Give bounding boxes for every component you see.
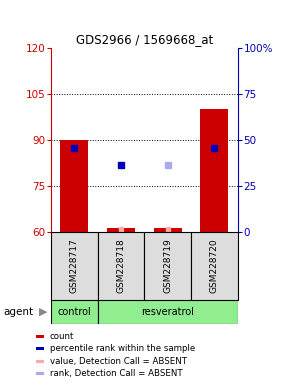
Bar [144,232,191,300]
Text: rank, Detection Call = ABSENT: rank, Detection Call = ABSENT [50,369,182,378]
Bar [51,232,97,300]
Bar [97,232,144,300]
Text: count: count [50,332,74,341]
Text: GSM228720: GSM228720 [210,238,219,293]
Text: GSM228717: GSM228717 [70,238,79,293]
Bar [36,372,44,376]
Bar [36,348,44,351]
Bar [200,109,229,232]
Bar [154,228,182,232]
Bar [107,228,135,232]
Bar [51,300,97,324]
Text: GDS2966 / 1569668_at: GDS2966 / 1569668_at [76,33,214,46]
Text: ▶: ▶ [39,307,48,317]
Bar [60,140,88,232]
Text: control: control [57,307,91,317]
Text: resveratrol: resveratrol [141,307,194,317]
Bar [97,300,238,324]
Text: agent: agent [3,307,33,317]
Text: GSM228718: GSM228718 [116,238,125,293]
Bar [191,232,238,300]
Text: value, Detection Call = ABSENT: value, Detection Call = ABSENT [50,357,186,366]
Bar [36,335,44,338]
Text: percentile rank within the sample: percentile rank within the sample [50,344,195,353]
Text: GSM228719: GSM228719 [163,238,172,293]
Bar [36,360,44,363]
